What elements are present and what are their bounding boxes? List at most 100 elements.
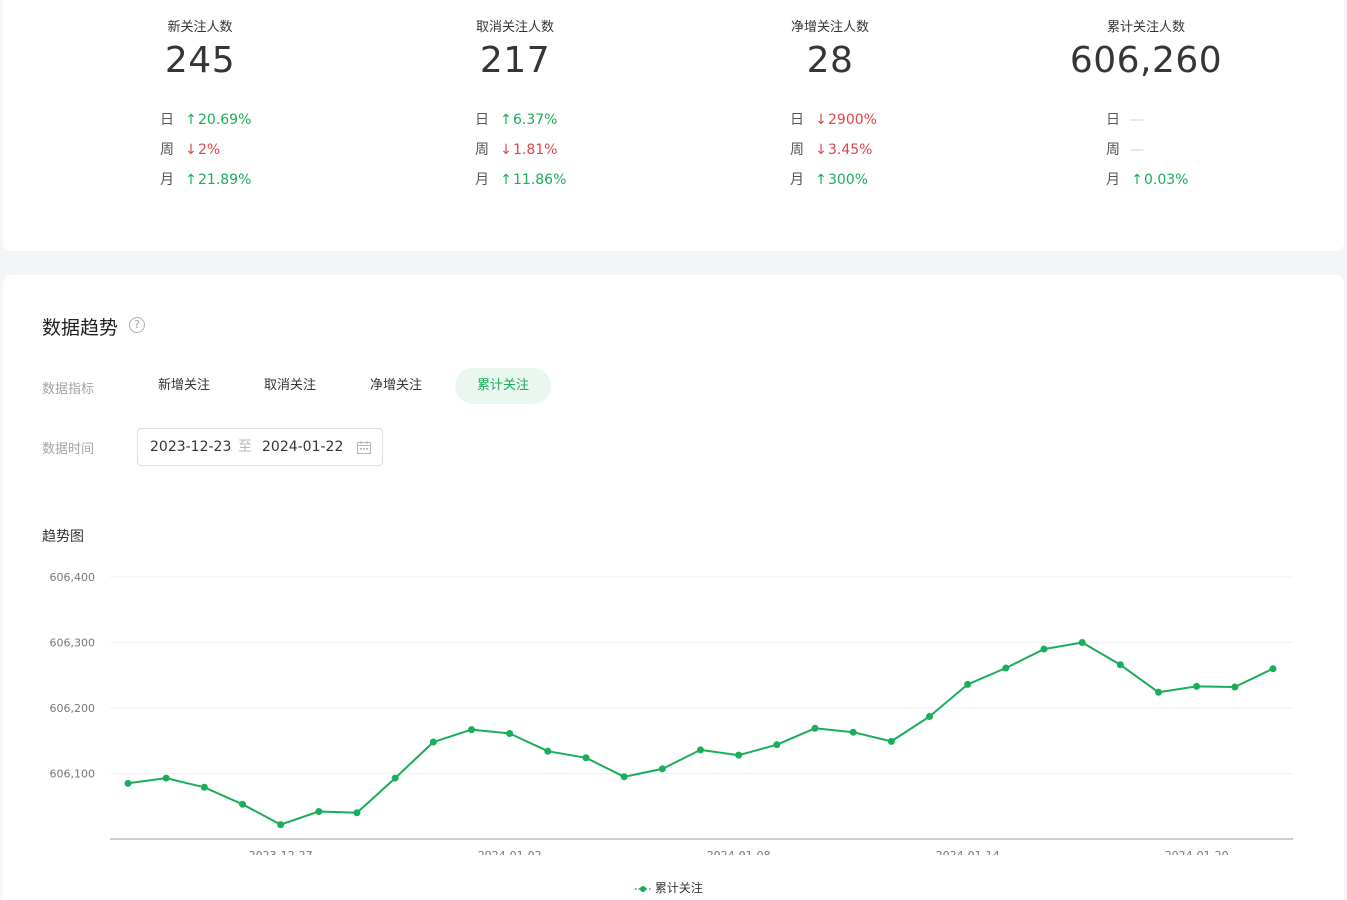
time-label: 数据时间 [42, 442, 95, 457]
data-point[interactable] [124, 779, 132, 787]
date-range-picker[interactable]: 2023-12-23 至 2024-01-22 [137, 428, 383, 466]
stat-row-month: 月 ↑11.86% [475, 170, 566, 190]
stat-row-week: 周 — [1106, 140, 1144, 160]
stat-title: 取消关注人数 [475, 20, 554, 35]
data-point[interactable] [1269, 665, 1277, 673]
data-point[interactable] [429, 738, 437, 746]
stat-title: 累计关注人数 [1106, 20, 1185, 35]
chart-legend[interactable]: 累计关注 [635, 879, 703, 896]
metric-label: 数据指标 [42, 382, 95, 397]
stat-row-day: 日 — [1106, 110, 1144, 130]
stat-row-day: 日 ↑6.37% [475, 110, 557, 130]
change-value: 0.03% [1144, 172, 1189, 188]
data-point[interactable] [1193, 682, 1201, 690]
section-title: 数据趋势 [42, 317, 119, 339]
data-point[interactable] [926, 713, 933, 721]
data-point[interactable] [1155, 688, 1162, 696]
data-point[interactable] [506, 730, 514, 738]
x-tick-label: 2024-01-20 [1165, 849, 1229, 855]
x-tick-label: 2024-01-14 [936, 849, 1000, 855]
stat-value: 606,260 [1069, 40, 1223, 81]
change-value: 2% [198, 142, 221, 158]
legend-label: 累计关注 [654, 881, 703, 895]
date-start[interactable]: 2023-12-23 [150, 439, 232, 455]
period-label: 月 [160, 172, 174, 188]
period-label: 日 [475, 112, 489, 128]
period-label: 日 [160, 112, 174, 128]
period-label: 月 [475, 172, 489, 188]
data-point[interactable] [849, 728, 857, 736]
data-point[interactable] [239, 800, 246, 808]
data-point[interactable] [1078, 639, 1086, 646]
date-end[interactable]: 2024-01-22 [262, 439, 344, 455]
data-point[interactable] [391, 774, 399, 782]
x-tick-label: 2024-01-08 [707, 849, 771, 855]
arrow-down-icon: ↓ [185, 142, 197, 158]
data-point[interactable] [773, 741, 781, 749]
arrow-down-icon: ↓ [815, 142, 827, 158]
arrow-up-icon: ↑ [185, 172, 197, 188]
chart-title: 趋势图 [42, 529, 84, 545]
arrow-down-icon: ↓ [500, 142, 512, 158]
stat-value: 28 [806, 40, 854, 81]
change-value: 21.89% [198, 172, 252, 188]
period-label: 月 [790, 172, 804, 188]
data-point[interactable] [315, 807, 323, 815]
data-point[interactable] [697, 746, 704, 754]
stat-title: 净增关注人数 [790, 20, 869, 35]
series-line [127, 641, 1274, 826]
stat-new-followers: 新关注人数 245 日 ↑20.69% 周 ↓2% 月 ↑21.89% [70, 0, 330, 240]
data-point[interactable] [964, 680, 972, 688]
tab-net-follow[interactable]: 净增关注 [369, 378, 422, 393]
stat-row-month: 月 ↑300% [790, 170, 868, 190]
stat-row-week: 周 ↓1.81% [475, 140, 557, 160]
change-value: — [1130, 142, 1144, 158]
data-point[interactable] [658, 765, 666, 773]
stat-value: 245 [164, 40, 236, 81]
calendar-icon[interactable] [357, 441, 371, 454]
stat-row-day: 日 ↓2900% [790, 110, 877, 130]
change-value: 20.69% [198, 112, 252, 128]
x-tick-label: 2023-12-27 [249, 849, 313, 855]
data-point[interactable] [1116, 661, 1124, 669]
data-point[interactable] [1002, 664, 1010, 672]
period-label: 日 [1106, 112, 1120, 128]
stat-net-followers: 净增关注人数 28 日 ↓2900% 周 ↓3.45% 月 ↑300% [700, 0, 960, 240]
tab-unfollow[interactable]: 取消关注 [263, 378, 316, 393]
data-point[interactable] [582, 754, 590, 762]
data-point[interactable] [277, 821, 285, 829]
arrow-up-icon: ↑ [815, 172, 827, 188]
data-point[interactable] [468, 726, 475, 734]
stat-row-day: 日 ↑20.69% [160, 110, 251, 130]
arrow-up-icon: ↑ [500, 172, 512, 188]
tab-new-follow[interactable]: 新增关注 [157, 378, 210, 393]
data-point[interactable] [1231, 683, 1239, 691]
trend-chart: 606,100 606,200 606,300 606,400 2023-12-27 20… [50, 571, 1293, 855]
stat-row-month: 月 ↑21.89% [160, 170, 251, 190]
data-point[interactable] [811, 724, 819, 732]
y-tick-label: 606,100 [50, 768, 96, 781]
data-point[interactable] [544, 747, 552, 755]
data-point[interactable] [353, 809, 361, 817]
summary-card: 新关注人数 245 日 ↑20.69% 周 ↓2% 月 ↑21.89% 取消关注人数 … [3, 0, 1344, 251]
arrow-up-icon: ↑ [1131, 172, 1143, 188]
data-point[interactable] [735, 751, 743, 759]
period-label: 周 [160, 142, 174, 158]
stat-row-month: 月 ↑0.03% [1106, 170, 1188, 190]
period-label: 月 [1106, 172, 1120, 188]
y-tick-label: 606,200 [50, 702, 96, 715]
tab-total-follow[interactable]: 累计关注 [455, 368, 551, 404]
data-point[interactable] [162, 774, 170, 782]
data-point[interactable] [200, 783, 208, 791]
change-value: 1.81% [513, 142, 558, 158]
data-point[interactable] [1040, 645, 1048, 653]
change-value: 6.37% [513, 112, 558, 128]
period-label: 周 [790, 142, 804, 158]
x-tick-label: 2024-01-02 [478, 849, 542, 855]
stat-unfollowers: 取消关注人数 217 日 ↑6.37% 周 ↓1.81% 月 ↑11.86% [385, 0, 645, 240]
data-point[interactable] [887, 737, 895, 745]
period-label: 周 [475, 142, 489, 158]
stat-row-week: 周 ↓2% [160, 140, 220, 160]
data-point[interactable] [620, 773, 628, 781]
question-circle-icon[interactable]: ? [129, 317, 145, 333]
